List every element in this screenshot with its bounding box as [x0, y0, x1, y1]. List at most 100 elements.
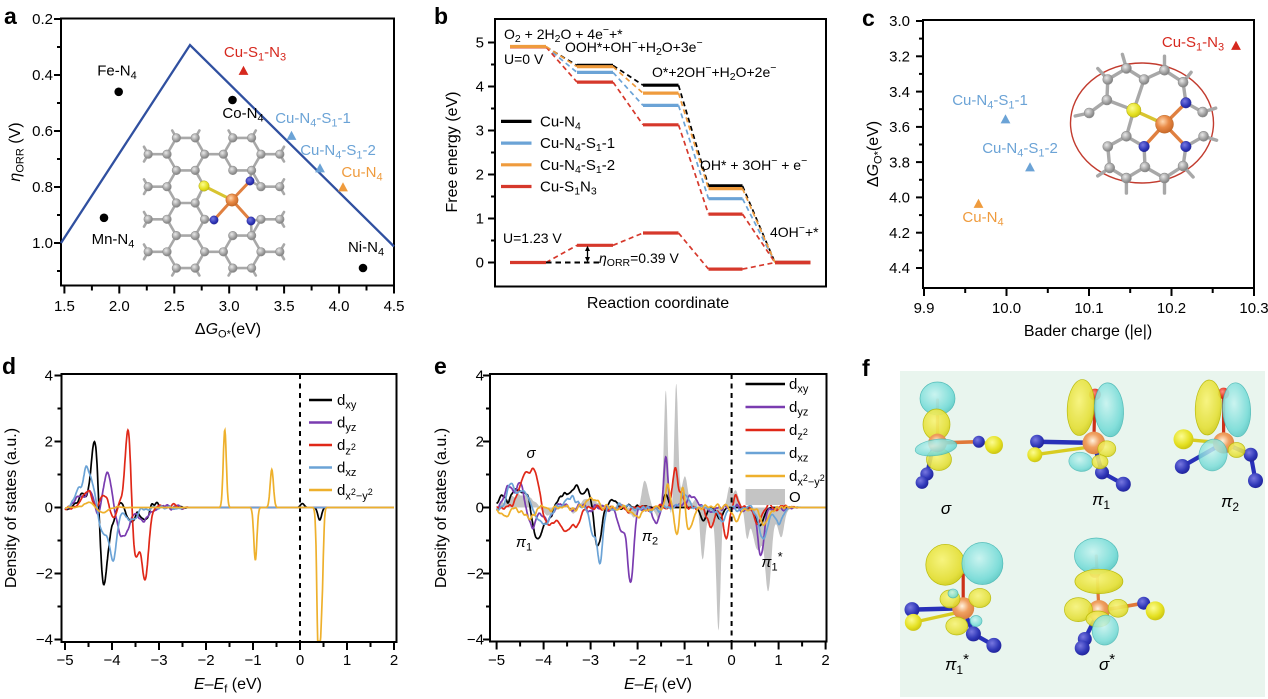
- svg-text:−5: −5: [56, 652, 73, 669]
- svg-text:Cu-N4​: Cu-N4​: [341, 164, 382, 184]
- svg-text:Cu-N4​-S1​-2: Cu-N4​-S1​-2: [982, 140, 1058, 160]
- svg-text:3.0: 3.0: [889, 13, 910, 30]
- svg-text:a: a: [4, 3, 17, 29]
- svg-text:4: 4: [476, 368, 484, 385]
- svg-text:−2: −2: [467, 566, 484, 583]
- svg-text:−2: −2: [197, 652, 214, 669]
- svg-text:E–Ef​ (eV): E–Ef​ (eV): [194, 676, 262, 696]
- svg-text:4.0: 4.0: [329, 298, 350, 315]
- svg-text:−4: −4: [36, 632, 53, 649]
- svg-text:2: 2: [390, 652, 398, 669]
- svg-text:ΔGO*​(eV): ΔGO*​(eV): [195, 321, 261, 341]
- svg-text:Co-N4​: Co-N4​: [222, 105, 263, 125]
- svg-text:4.5: 4.5: [384, 298, 405, 315]
- svg-text:5: 5: [476, 35, 484, 52]
- svg-text:Free energy (eV): Free energy (eV): [444, 92, 461, 213]
- svg-text:−3: −3: [150, 652, 167, 669]
- svg-text:2: 2: [476, 434, 484, 451]
- svg-text:2: 2: [476, 167, 484, 184]
- svg-text:U=0 V: U=0 V: [504, 51, 544, 67]
- svg-text:1.5: 1.5: [54, 298, 75, 315]
- svg-text:Cu-N4​-S1​-2: Cu-N4​-S1​-2: [540, 157, 615, 176]
- svg-text:2.0: 2.0: [109, 298, 130, 315]
- svg-text:dxz​: dxz​: [337, 460, 356, 480]
- svg-text:OH* + 3OH−​ + e−​: OH* + 3OH−​ + e−​: [700, 155, 807, 173]
- svg-text:3.0: 3.0: [219, 298, 240, 315]
- svg-text:3.4: 3.4: [889, 84, 910, 101]
- svg-text:Cu-S1​N3​: Cu-S1​N3​: [540, 179, 597, 198]
- svg-text:−2: −2: [629, 652, 646, 669]
- svg-text:Cu-S1​-N3​: Cu-S1​-N3​: [224, 44, 286, 64]
- svg-text:b: b: [434, 3, 448, 29]
- svg-text:−2: −2: [36, 566, 53, 583]
- svg-text:OOH*+OH−​+H2​O+3e−​: OOH*+OH−​+H2​O+3e−​: [565, 37, 703, 58]
- svg-text:1: 1: [774, 652, 782, 669]
- svg-text:d: d: [2, 353, 16, 379]
- svg-text:0: 0: [296, 652, 304, 669]
- svg-text:dxy​: dxy​: [789, 376, 809, 396]
- svg-text:0.6: 0.6: [32, 123, 53, 140]
- svg-text:O*+2OH−​+H2​O+2e−​: O*+2OH−​+H2​O+2e−​: [652, 62, 776, 83]
- svg-text:0: 0: [727, 652, 735, 669]
- svg-text:π2​: π2​: [1221, 492, 1239, 514]
- svg-text:Bader charge (|e|): Bader charge (|e|): [1024, 323, 1152, 340]
- svg-text:ηORR​ (V): ηORR​ (V): [7, 122, 27, 181]
- svg-text:Mn-N4​: Mn-N4​: [92, 231, 135, 251]
- svg-text:e: e: [434, 353, 447, 379]
- svg-text:dz2​: dz2​: [789, 422, 808, 443]
- svg-text:9.9: 9.9: [914, 300, 935, 317]
- svg-text:−5: −5: [488, 652, 505, 669]
- svg-text:0.2: 0.2: [32, 11, 53, 28]
- svg-text:−1: −1: [676, 652, 693, 669]
- svg-text:Reaction coordinate: Reaction coordinate: [587, 295, 729, 312]
- svg-text:dz2​: dz2​: [337, 437, 356, 458]
- svg-text:Cu-N4​-S1​-1: Cu-N4​-S1​-1: [540, 135, 615, 154]
- svg-text:U=1.23 V: U=1.23 V: [503, 230, 562, 246]
- svg-text:3.8: 3.8: [889, 154, 910, 171]
- svg-text:0.4: 0.4: [32, 67, 53, 84]
- svg-text:Cu-N4​-S1​-2: Cu-N4​-S1​-2: [300, 142, 376, 162]
- svg-text:σ: σ: [941, 499, 952, 518]
- svg-text:3: 3: [476, 123, 484, 140]
- svg-text:π1​: π1​: [516, 534, 532, 554]
- svg-text:f: f: [862, 355, 870, 381]
- svg-text:0: 0: [476, 500, 484, 517]
- svg-text:−3: −3: [582, 652, 599, 669]
- svg-text:0.8: 0.8: [32, 179, 53, 196]
- svg-text:π2​: π2​: [642, 528, 658, 548]
- svg-text:Cu-N4​-S1​-1: Cu-N4​-S1​-1: [275, 110, 351, 130]
- svg-text:3.5: 3.5: [274, 298, 295, 315]
- svg-text:4.0: 4.0: [889, 190, 910, 207]
- svg-text:Cu-N4​: Cu-N4​: [962, 209, 1003, 229]
- svg-text:2.5: 2.5: [164, 298, 185, 315]
- svg-text:dyz​: dyz​: [337, 415, 356, 435]
- svg-text:Cu-N4​-S1​-1: Cu-N4​-S1​-1: [952, 92, 1028, 112]
- svg-text:4OH−​+*: 4OH−​+*: [770, 222, 819, 240]
- svg-text:Density of states (a.u.): Density of states (a.u.): [433, 428, 450, 588]
- svg-text:1.0: 1.0: [32, 235, 53, 252]
- svg-text:1: 1: [476, 211, 484, 228]
- svg-text:2: 2: [45, 434, 53, 451]
- svg-text:σ*​: σ*​: [1099, 651, 1115, 674]
- svg-text:c: c: [862, 5, 875, 31]
- svg-text:Fe-N4​: Fe-N4​: [97, 63, 136, 83]
- svg-text:Ni-N4​: Ni-N4​: [348, 239, 384, 259]
- svg-text:3.2: 3.2: [889, 48, 910, 65]
- svg-text:π1​*​: π1​*​: [945, 651, 969, 677]
- svg-text:4: 4: [476, 79, 484, 96]
- svg-text:4.2: 4.2: [889, 225, 910, 242]
- svg-text:O2​ + 2H2​O + 4e−​+*: O2​ + 2H2​O + 4e−​+*: [504, 24, 623, 45]
- svg-text:−1: −1: [244, 652, 261, 669]
- svg-text:dyz​: dyz​: [789, 399, 808, 419]
- svg-text:4.4: 4.4: [889, 260, 910, 277]
- svg-text:Cu-N4​: Cu-N4​: [540, 113, 581, 132]
- svg-text:3.6: 3.6: [889, 119, 910, 136]
- svg-text:Density of states (a.u.): Density of states (a.u.): [3, 428, 20, 588]
- svg-text:dxy​: dxy​: [337, 392, 357, 412]
- svg-text:dx2−y2​: dx2−y2​: [789, 468, 825, 489]
- svg-text:π1​*​: π1​*​: [761, 549, 782, 574]
- svg-text:1: 1: [343, 652, 351, 669]
- svg-text:O: O: [789, 489, 801, 506]
- svg-text:Cu-S1​-N3​: Cu-S1​-N3​: [1162, 34, 1224, 54]
- svg-text:0: 0: [476, 255, 484, 272]
